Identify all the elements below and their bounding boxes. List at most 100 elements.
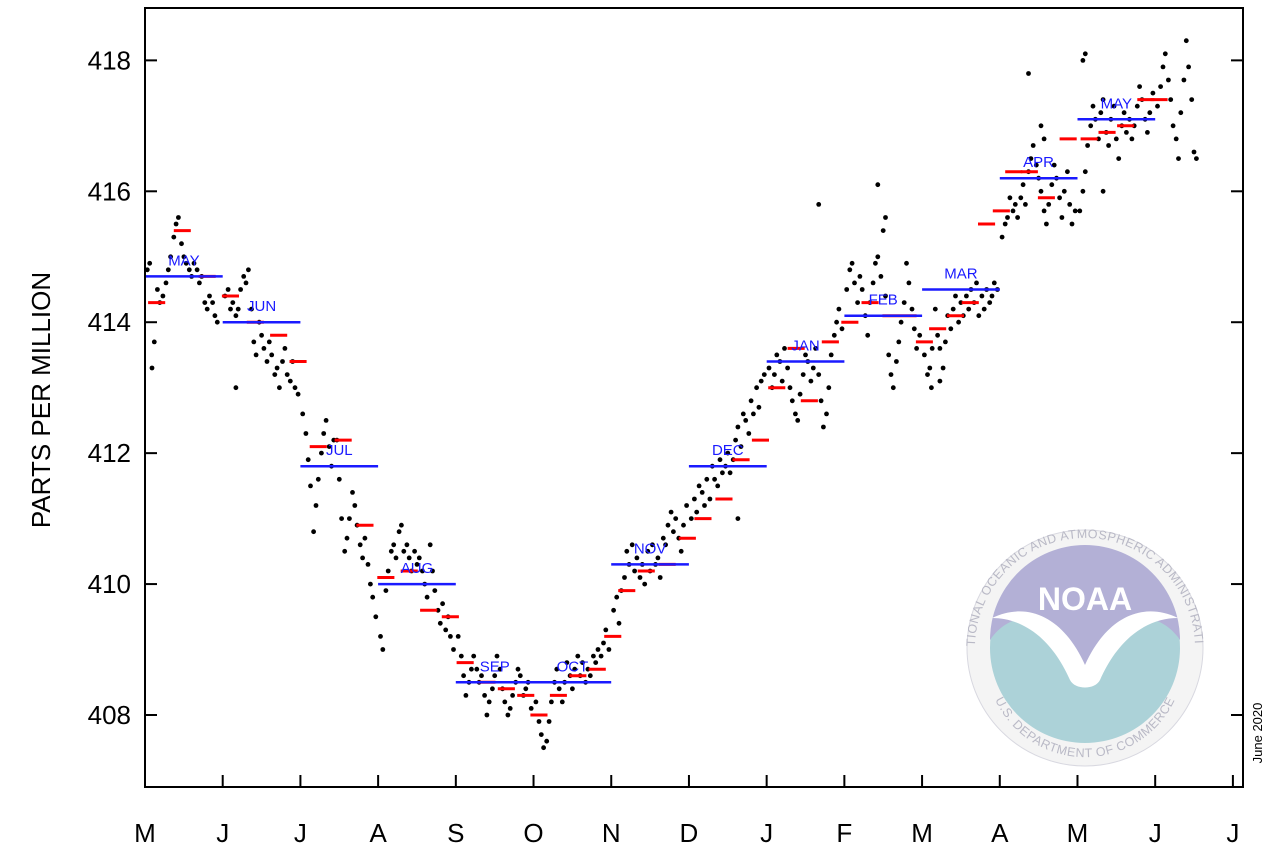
- daily-point: [564, 660, 570, 665]
- daily-point: [816, 372, 822, 377]
- daily-point: [1020, 182, 1026, 188]
- daily-point: [1072, 208, 1078, 214]
- daily-point: [911, 326, 917, 332]
- daily-point: [1041, 208, 1047, 214]
- x-tick-label: M: [1067, 818, 1089, 848]
- daily-point: [383, 588, 389, 593]
- daily-point: [212, 313, 218, 319]
- daily-point: [953, 293, 958, 299]
- monthly-averages: MAY JUN JUL AUG SEP OCT NOV DEC JAN FEB MAR APR MAY: [145, 95, 1156, 684]
- daily-point: [284, 372, 290, 377]
- daily-point: [1191, 149, 1197, 155]
- daily-point: [611, 607, 616, 613]
- monthly-label: JUN: [247, 298, 276, 315]
- daily-point: [1030, 143, 1036, 148]
- daily-point: [772, 372, 777, 377]
- daily-point: [929, 346, 935, 351]
- daily-point: [875, 182, 881, 188]
- daily-point: [803, 352, 808, 358]
- daily-point: [1124, 130, 1129, 135]
- daily-point: [321, 431, 327, 436]
- daily-point: [233, 313, 239, 319]
- daily-point: [315, 476, 321, 482]
- daily-point: [948, 326, 954, 332]
- daily-point: [748, 398, 754, 404]
- daily-point: [313, 503, 319, 508]
- daily-point: [517, 673, 523, 679]
- daily-point: [266, 339, 272, 345]
- daily-point: [665, 522, 671, 528]
- daily-point: [1100, 97, 1106, 102]
- daily-point: [797, 391, 803, 397]
- monthly-label: DEC: [712, 442, 744, 459]
- daily-point: [225, 287, 231, 292]
- daily-point: [277, 385, 282, 391]
- daily-point: [1176, 156, 1181, 162]
- daily-point: [715, 483, 721, 489]
- daily-point: [365, 562, 371, 567]
- daily-point: [357, 542, 363, 548]
- daily-point: [694, 509, 700, 515]
- daily-point: [406, 555, 412, 561]
- daily-point: [859, 287, 865, 292]
- daily-point: [580, 660, 585, 665]
- daily-point: [549, 699, 554, 705]
- daily-point: [813, 346, 818, 351]
- daily-point: [789, 398, 795, 404]
- daily-point: [999, 234, 1005, 240]
- daily-point: [259, 332, 264, 338]
- y-axis-label: PARTS PER MILLION: [26, 272, 56, 528]
- daily-point: [629, 542, 635, 548]
- daily-point: [782, 346, 787, 351]
- daily-point: [940, 365, 946, 371]
- daily-point: [1051, 162, 1057, 168]
- weekly-averages: [148, 98, 1168, 717]
- daily-point: [194, 267, 200, 273]
- daily-point: [241, 274, 247, 279]
- daily-point: [458, 653, 464, 659]
- daily-point: [826, 385, 832, 391]
- daily-point: [1178, 110, 1184, 116]
- daily-point: [1147, 110, 1153, 116]
- daily-point: [808, 378, 814, 384]
- daily-point: [1007, 195, 1013, 201]
- daily-point: [230, 300, 236, 305]
- daily-point: [1080, 188, 1086, 194]
- daily-point: [486, 699, 492, 705]
- daily-point: [754, 385, 759, 391]
- daily-point: [614, 594, 620, 600]
- daily-point: [202, 300, 208, 305]
- daily-point: [228, 306, 233, 312]
- daily-point: [1155, 103, 1160, 109]
- daily-point: [909, 306, 915, 312]
- daily-point: [1069, 221, 1075, 227]
- monthly-label: AUG: [401, 560, 434, 577]
- daily-point: [235, 306, 241, 312]
- daily-point: [1046, 202, 1052, 207]
- daily-point: [412, 548, 417, 554]
- daily-point: [637, 575, 643, 580]
- daily-point: [950, 306, 956, 312]
- daily-point: [272, 372, 278, 377]
- daily-point: [160, 293, 166, 299]
- daily-point: [761, 372, 767, 377]
- daily-point: [533, 699, 539, 705]
- daily-point: [810, 365, 816, 371]
- daily-point: [360, 555, 365, 561]
- daily-point: [1065, 169, 1070, 175]
- daily-point: [378, 634, 383, 639]
- daily-point: [368, 581, 373, 587]
- daily-point: [1121, 110, 1127, 116]
- daily-point: [1189, 97, 1195, 102]
- daily-point: [595, 647, 601, 652]
- x-tick-label: A: [991, 818, 1009, 848]
- daily-point: [471, 653, 477, 659]
- daily-point: [575, 653, 581, 659]
- daily-point: [1162, 51, 1168, 57]
- daily-point: [875, 254, 881, 260]
- daily-point: [818, 398, 824, 404]
- daily-point: [440, 601, 445, 607]
- daily-point: [929, 385, 934, 391]
- daily-point: [336, 476, 342, 482]
